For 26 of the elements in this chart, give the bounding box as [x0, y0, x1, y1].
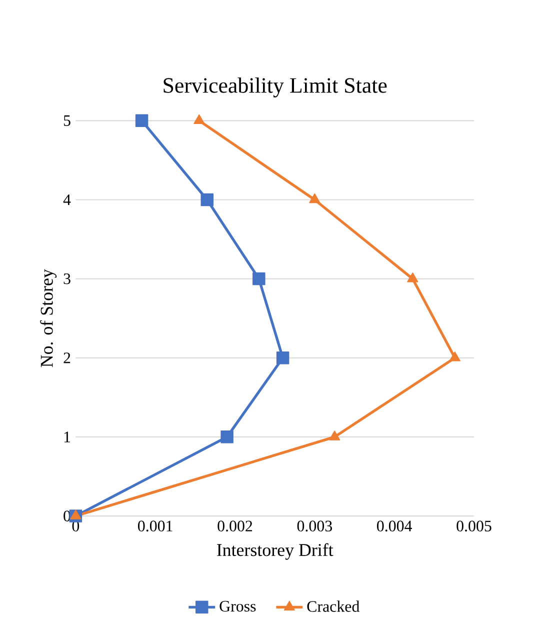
- x-tick-label: 0.004: [377, 520, 412, 532]
- y-tick-label: 1: [64, 432, 70, 442]
- chart-title: Serviceability Limit State: [164, 77, 387, 98]
- point: [136, 114, 148, 128]
- y-tick-label: 4: [63, 194, 71, 205]
- point: [194, 114, 205, 124]
- x-tick-label: 0.001: [138, 520, 172, 532]
- point: [449, 351, 461, 362]
- y-tick-label: 3: [64, 273, 71, 284]
- legend-label: Cracked: [307, 600, 360, 612]
- point: [70, 510, 82, 520]
- y-tick-label: 2: [64, 352, 70, 364]
- legend-label: Gross: [220, 600, 256, 612]
- y-tick-label: 5: [64, 115, 71, 126]
- y-axis-title: No. of Storey: [40, 269, 57, 368]
- x-tick-label: 0.005: [456, 520, 492, 532]
- point: [329, 430, 340, 440]
- point: [407, 272, 418, 282]
- point: [252, 272, 266, 286]
- point: [220, 430, 234, 444]
- point: [309, 193, 320, 204]
- x-tick-label: 0.002: [218, 520, 252, 532]
- x-tick-label: 0.003: [298, 520, 332, 532]
- x-axis-title: Interstorey Drift: [217, 543, 334, 560]
- point: [276, 351, 290, 364]
- point: [200, 193, 214, 206]
